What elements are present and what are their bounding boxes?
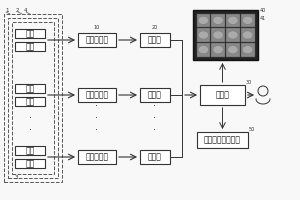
- Text: 工艺异常诊断装置: 工艺异常诊断装置: [204, 136, 241, 144]
- Text: 晶片: 晶片: [26, 146, 34, 155]
- Ellipse shape: [228, 46, 238, 54]
- Text: 1: 1: [5, 8, 8, 13]
- FancyBboxPatch shape: [15, 84, 45, 93]
- Bar: [211, 28, 225, 42]
- Text: 台板: 台板: [26, 42, 34, 51]
- Text: 控制器: 控制器: [216, 90, 230, 99]
- Text: 增幅器: 增幅器: [148, 36, 162, 45]
- FancyBboxPatch shape: [15, 29, 45, 38]
- Ellipse shape: [198, 16, 208, 24]
- Ellipse shape: [242, 16, 253, 24]
- Text: ·
·
·: · · ·: [154, 101, 157, 135]
- Ellipse shape: [213, 46, 223, 54]
- Ellipse shape: [242, 46, 253, 54]
- Bar: [211, 14, 225, 27]
- FancyBboxPatch shape: [200, 85, 245, 105]
- Text: 晶片: 晶片: [26, 29, 34, 38]
- Text: 40: 40: [260, 8, 266, 13]
- FancyBboxPatch shape: [140, 33, 170, 47]
- Text: 台板: 台板: [26, 159, 34, 168]
- Ellipse shape: [228, 16, 238, 24]
- Bar: [226, 43, 240, 56]
- Bar: [211, 43, 225, 56]
- Bar: [226, 28, 240, 42]
- Ellipse shape: [198, 46, 208, 54]
- Text: 30: 30: [246, 80, 252, 85]
- Bar: [196, 14, 210, 27]
- Ellipse shape: [228, 31, 238, 39]
- FancyBboxPatch shape: [140, 88, 170, 102]
- Bar: [241, 28, 254, 42]
- Text: 2: 2: [16, 8, 20, 13]
- FancyBboxPatch shape: [78, 88, 116, 102]
- Text: ·
·
·: · · ·: [95, 101, 98, 135]
- Text: ·
·
·: · · ·: [28, 101, 32, 135]
- Bar: [196, 43, 210, 56]
- Ellipse shape: [213, 31, 223, 39]
- Bar: [241, 14, 254, 27]
- Text: 温度传感器: 温度传感器: [85, 36, 109, 45]
- Text: 50: 50: [249, 127, 255, 132]
- Text: 41: 41: [260, 16, 266, 21]
- Bar: [241, 43, 254, 56]
- Text: 晶片: 晶片: [26, 84, 34, 93]
- FancyBboxPatch shape: [78, 33, 116, 47]
- FancyBboxPatch shape: [15, 159, 45, 168]
- Ellipse shape: [242, 31, 253, 39]
- Bar: [12, 22, 54, 174]
- Ellipse shape: [198, 31, 208, 39]
- Text: 增幅器: 增幅器: [148, 152, 162, 162]
- Text: 20: 20: [152, 25, 158, 30]
- Text: 温度传感器: 温度传感器: [85, 90, 109, 99]
- Bar: [8, 18, 58, 178]
- Text: 4: 4: [24, 8, 28, 13]
- Bar: [193, 10, 258, 60]
- Text: 温度传感器: 温度传感器: [85, 152, 109, 162]
- FancyBboxPatch shape: [15, 146, 45, 155]
- FancyBboxPatch shape: [197, 132, 248, 148]
- Bar: [4, 14, 62, 182]
- Text: 10: 10: [94, 25, 100, 30]
- Text: 台板: 台板: [26, 97, 34, 106]
- Ellipse shape: [213, 16, 223, 24]
- Text: 3: 3: [15, 175, 19, 180]
- Bar: [196, 28, 210, 42]
- FancyBboxPatch shape: [78, 150, 116, 164]
- FancyBboxPatch shape: [15, 97, 45, 106]
- FancyBboxPatch shape: [140, 150, 170, 164]
- FancyBboxPatch shape: [15, 42, 45, 51]
- Bar: [226, 14, 240, 27]
- Text: 增幅器: 增幅器: [148, 90, 162, 99]
